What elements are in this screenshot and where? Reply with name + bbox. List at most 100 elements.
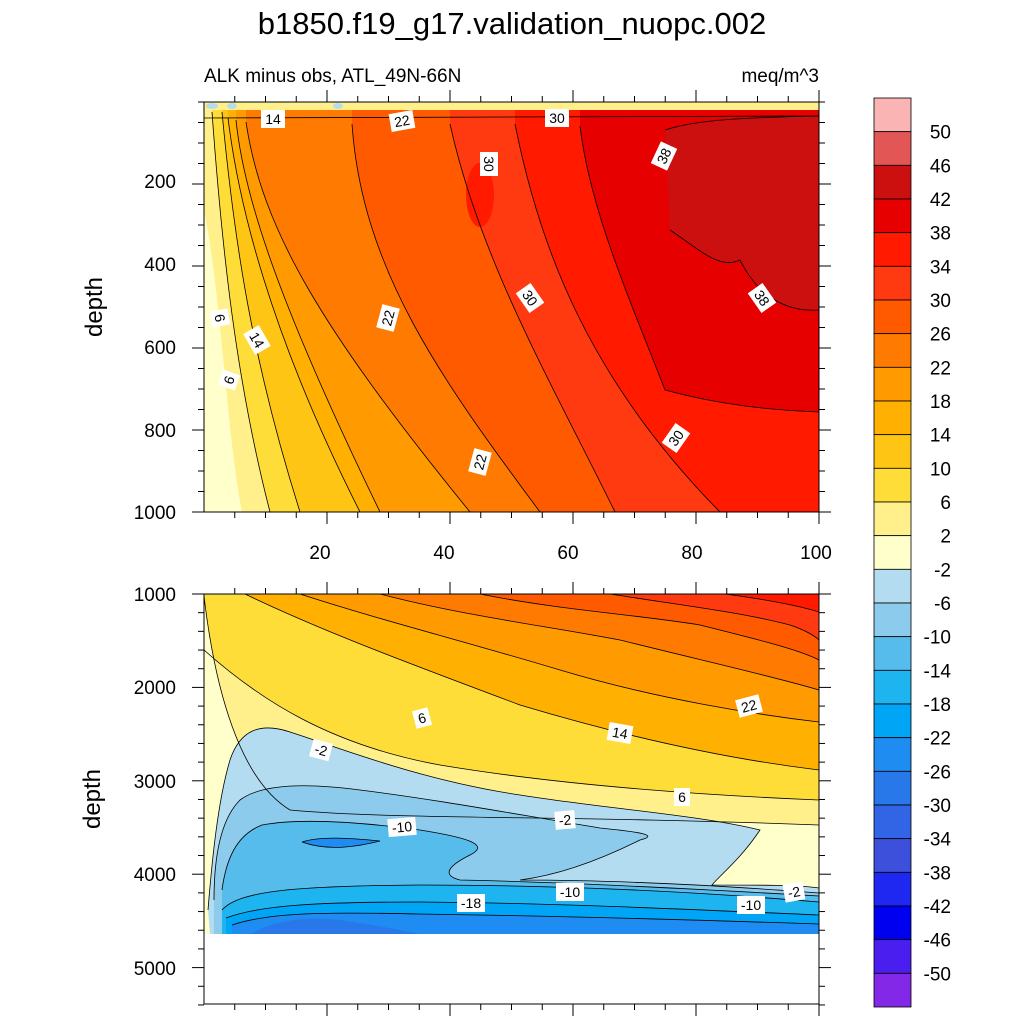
colorbar-label: 2 (940, 527, 951, 548)
subtitle-left: ALK minus obs, ATL_49N-66N (204, 66, 461, 87)
subtitle-right: meq/m^3 (741, 66, 819, 87)
x-tick-100: 100 (800, 543, 832, 564)
upper-panel-ticks (192, 90, 831, 524)
chart-title: b1850.f19_g17.validation_nuopc.002 (258, 6, 767, 41)
colorbar-label: 38 (930, 224, 951, 245)
x-tick-20: 20 (309, 543, 330, 564)
contour-label: -10 (391, 818, 413, 836)
colorbar-swatch (873, 939, 912, 974)
colorbar-label: -46 (924, 931, 951, 952)
contour-label: 22 (739, 696, 758, 716)
x-tick-60: 60 (557, 543, 578, 564)
colorbar-swatch (873, 568, 912, 604)
colorbar-swatch (873, 602, 912, 638)
contour-label: 30 (549, 110, 565, 126)
contour-label: 14 (246, 329, 268, 351)
contour-label: 14 (265, 111, 281, 127)
colorbar-label: -10 (924, 628, 951, 649)
colorbar-swatch (873, 131, 912, 166)
contour-label: 22 (393, 112, 411, 130)
colorbar-swatch (873, 804, 912, 840)
upper-y-tick-800: 800 (144, 421, 176, 442)
colorbar-label: -30 (924, 796, 951, 817)
contour-label: -2 (786, 883, 801, 901)
lower-y-axis-label: depth (79, 769, 106, 829)
contour-label: -2 (558, 811, 572, 828)
colorbar-swatch (873, 636, 912, 671)
contour-label: -2 (313, 741, 329, 760)
lower-contour-labels: 6 22 14 -2 6 -10 -2 -10 -18 -10 -2 (309, 694, 806, 914)
colorbar-label: 30 (930, 291, 951, 312)
colorbar-label: 18 (930, 392, 951, 413)
upper-y-tick-1000: 1000 (134, 503, 176, 524)
lower-panel-fills (204, 594, 819, 934)
contour-label: 22 (378, 308, 398, 327)
upper-panel-contours (204, 111, 819, 512)
colorbar-labels: 50 46 42 38 34 30 26 22 18 14 10 6 2 -2 -6 -10 -14 -18 -22… (924, 123, 952, 986)
colorbar-label: -18 (924, 695, 951, 716)
contour-label: -18 (461, 895, 481, 911)
colorbar-label: -42 (924, 897, 951, 918)
colorbar-label: -26 (924, 762, 951, 783)
upper-y-axis-label: depth (81, 277, 108, 337)
colorbar-swatch (873, 972, 912, 1008)
contour-label: 22 (470, 452, 490, 471)
lower-y-tick-1000: 1000 (134, 585, 176, 606)
colorbar-swatch (873, 366, 912, 402)
colorbar-label: -34 (924, 830, 952, 851)
colorbar-swatch (873, 737, 912, 772)
colorbar-label: 10 (930, 459, 951, 480)
colorbar-label: 26 (930, 325, 951, 346)
colorbar (873, 97, 912, 1008)
lower-y-tick-2000: 2000 (134, 678, 176, 699)
lower-panel-ticks (192, 582, 831, 1016)
x-tick-80: 80 (681, 543, 702, 564)
lower-y-tick-4000: 4000 (134, 865, 176, 886)
colorbar-label: 50 (930, 123, 951, 144)
contour-label: 6 (211, 313, 228, 324)
colorbar-swatch (873, 232, 912, 267)
lower-y-tick-3000: 3000 (134, 772, 176, 793)
colorbar-label: 22 (930, 358, 951, 379)
contour-label: 6 (416, 709, 428, 727)
colorbar-swatch (873, 400, 912, 436)
colorbar-swatch (873, 265, 912, 301)
contour-label: 14 (611, 724, 629, 742)
contour-label: 38 (653, 145, 674, 166)
colorbar-swatch (873, 669, 912, 705)
colorbar-label: 6 (940, 493, 951, 514)
colorbar-swatch (873, 434, 912, 469)
upper-y-tick-200: 200 (144, 172, 176, 193)
contour-label: 30 (481, 156, 497, 172)
colorbar-swatch (873, 501, 912, 537)
contour-label: -10 (560, 884, 580, 900)
lower-y-tick-5000: 5000 (134, 959, 176, 980)
colorbar-label: -38 (924, 863, 951, 884)
colorbar-swatch (873, 467, 912, 503)
colorbar-swatch (873, 97, 912, 133)
colorbar-label: 14 (930, 426, 952, 447)
colorbar-swatch (873, 535, 912, 570)
colorbar-label: -50 (924, 964, 951, 985)
colorbar-label: 42 (930, 190, 951, 211)
colorbar-swatch (873, 703, 912, 739)
colorbar-swatch (873, 333, 912, 368)
upper-contour-labels: 14 22 30 30 38 6 14 22 30 38 6 22 30 (209, 109, 777, 476)
colorbar-label: -22 (924, 729, 951, 750)
colorbar-label: 34 (930, 257, 952, 278)
colorbar-swatch (873, 164, 912, 200)
colorbar-swatch (873, 770, 912, 806)
contour-label: -10 (741, 897, 761, 913)
colorbar-swatch (873, 198, 912, 234)
colorbar-label: -6 (934, 594, 951, 615)
upper-y-tick-400: 400 (144, 255, 176, 276)
colorbar-swatch (873, 838, 912, 873)
upper-y-tick-600: 600 (144, 338, 176, 359)
colorbar-label: 46 (930, 156, 951, 177)
colorbar-swatch (873, 871, 912, 907)
colorbar-label: -14 (924, 661, 952, 682)
x-tick-40: 40 (433, 543, 454, 564)
contour-label: 6 (678, 789, 686, 805)
colorbar-label: -2 (934, 560, 951, 581)
